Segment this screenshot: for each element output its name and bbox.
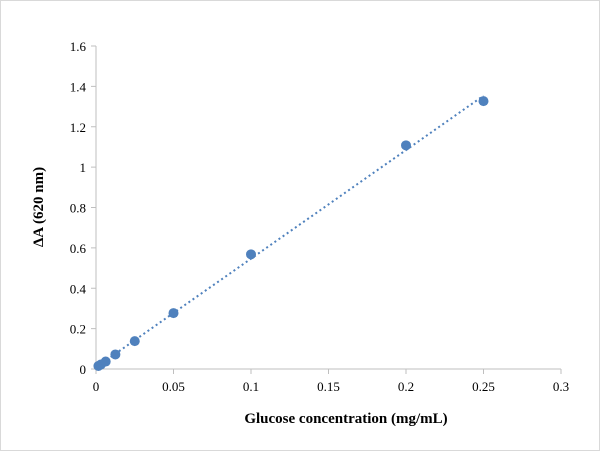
y-tick-label: 0	[80, 362, 87, 377]
y-tick-label: 0.8	[70, 201, 86, 216]
data-point	[246, 249, 256, 260]
x-tick-label: 0	[93, 379, 100, 394]
x-tick-label: 0.1	[243, 379, 259, 394]
data-point	[129, 336, 140, 347]
trendline	[97, 94, 485, 367]
data-point	[110, 349, 121, 360]
y-tick-label: 0.4	[70, 281, 87, 296]
x-axis-label: Glucose concentration (mg/mL)	[244, 411, 447, 427]
y-tick-label: 1.4	[70, 79, 87, 94]
data-point	[100, 356, 111, 367]
y-tick-label: 0.2	[70, 322, 86, 337]
x-tick-label: 0.2	[398, 379, 414, 394]
data-point	[401, 140, 411, 151]
data-point	[478, 96, 489, 107]
data-point	[168, 308, 179, 319]
x-tick-label: 0.3	[553, 379, 569, 394]
x-tick-label: 0.05	[162, 379, 185, 394]
y-tick-label: 0.6	[70, 241, 87, 256]
x-tick-label: 0.25	[472, 379, 495, 394]
x-tick-label: 0.15	[317, 379, 340, 394]
y-tick-label: 1.2	[70, 120, 86, 135]
y-tick-label: 1	[80, 160, 87, 175]
y-axis-label: ΔA (620 nm)	[31, 167, 47, 247]
y-tick-label: 1.6	[70, 39, 87, 54]
